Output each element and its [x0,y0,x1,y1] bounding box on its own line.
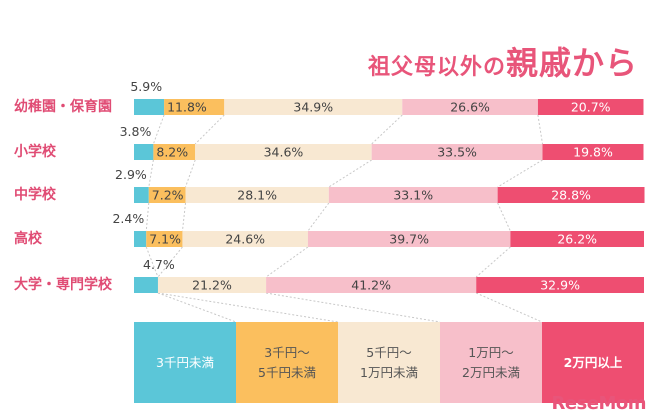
bar-segment [134,277,158,293]
bar-segment [153,144,196,160]
data-label: 21.2% [192,278,232,293]
bar-segment [182,231,308,247]
data-label: 26.6% [450,100,490,115]
data-label: 33.5% [437,145,477,160]
bar-segment [134,144,154,160]
bar-segment [371,144,543,160]
data-label: 32.9% [540,278,580,293]
legend: 3千円未満 3千円～ 5千円未満 5千円～ 1万円未満 1万円～ 2万円未満 2… [134,322,644,403]
legend-item-10k-20k: 1万円～ 2万円未満 [440,322,542,403]
bar-segment [134,231,147,247]
connector-line [307,202,330,232]
data-label: 5.9% [130,79,162,94]
data-label: 41.2% [351,278,391,293]
data-label: 20.7% [571,100,611,115]
data-label: 2.4% [112,211,144,226]
bar-segment [157,277,267,293]
data-label: 3.8% [120,124,152,139]
connector-line [371,114,403,145]
data-label: 28.8% [551,188,591,203]
bar-segment [146,231,183,247]
connector-line [152,114,165,145]
bar-segment [134,187,149,203]
connector-line [497,202,511,232]
bar-segment [307,231,511,247]
connector-line [185,159,196,188]
data-label: 7.1% [149,232,181,247]
data-label: 19.8% [573,145,613,160]
bar-segment [195,144,372,160]
legend-connector-line [476,292,543,323]
bar-segment [537,99,644,115]
connector-line [157,246,183,278]
connector-line [145,246,159,278]
connector-line [537,114,544,145]
bar-segment [148,187,186,203]
bar-segment [266,277,477,293]
data-label: 7.2% [152,188,184,203]
legend-connector-line [266,292,441,323]
legend-connector-line [157,292,339,323]
legend-connector-line [157,292,237,323]
category-label: 高校 [14,230,43,247]
bar-segment [164,99,225,115]
bar-segment [497,187,645,203]
category-label: 大学・専門学校 [14,276,113,293]
data-label: 2.9% [115,167,147,182]
bar-segment [510,231,644,247]
legend-item-3k-5k: 3千円～ 5千円未満 [236,322,338,403]
data-label: 28.1% [237,188,277,203]
bar-segment [402,99,538,115]
legend-item-5k-10k: 5千円～ 1万円未満 [338,322,440,403]
chart-title: 祖父母以外の親戚から [368,38,638,84]
connector-line [497,159,543,188]
resemom-logo: ReseMom [551,393,646,414]
bar-segment [476,277,644,293]
title-main: 親戚から [505,44,638,82]
connector-line [475,246,511,278]
category-label: 幼稚園・保育園 [14,98,112,115]
data-label: 26.2% [557,232,597,247]
data-label: 33.1% [393,188,433,203]
data-label: 24.6% [225,232,265,247]
bar-segment [134,99,165,115]
connector-line [328,159,372,188]
title-prefix: 祖父母以外の [367,55,506,80]
data-label: 39.7% [389,232,429,247]
connector-line [265,246,309,278]
data-label: 4.7% [143,257,175,272]
data-label: 34.9% [293,100,333,115]
bar-segment [224,99,403,115]
category-label: 中学校 [14,186,57,203]
bar-segment [328,187,498,203]
bar-segment [185,187,329,203]
connector-line [145,202,150,232]
legend-item-under-3k: 3千円未満 [134,322,236,403]
legend-item-20k-plus: 2万円以上 [542,322,644,403]
connector-line [181,202,187,232]
bar-segment [542,144,644,160]
connector-line [194,114,225,145]
category-label: 小学校 [14,143,57,160]
data-label: 34.6% [264,145,304,160]
connector-line [148,159,154,188]
data-label: 11.8% [167,100,207,115]
data-label: 8.2% [156,145,188,160]
